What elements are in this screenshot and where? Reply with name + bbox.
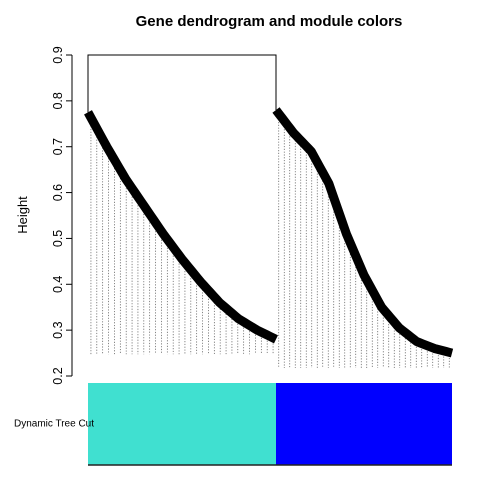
module-color-block: [88, 383, 276, 465]
y-tick-label: 0.8: [51, 92, 65, 109]
color-row-label: Dynamic Tree Cut: [14, 419, 94, 430]
y-tick-label: 0.9: [51, 46, 65, 63]
chart-title: Gene dendrogram and module colors: [136, 13, 403, 30]
module-color-row: Dynamic Tree Cut: [14, 383, 452, 466]
dendrogram-branches: [84, 54, 454, 358]
cluster-branch-curve: [84, 110, 278, 344]
y-tick-label: 0.6: [51, 184, 65, 201]
module-color-block: [276, 383, 452, 465]
leaf-lines: [90, 113, 450, 368]
y-axis: 0.2 0.3 0.4 0.5 0.6 0.7 0.8 0.9: [51, 46, 73, 385]
y-tick-label: 0.2: [51, 367, 65, 384]
y-tick-label: 0.3: [51, 321, 65, 338]
y-axis-label: Height: [15, 196, 30, 234]
y-tick-label: 0.4: [51, 276, 65, 293]
cluster-branch-curve: [272, 107, 454, 358]
y-tick-label: 0.5: [51, 230, 65, 247]
y-tick-label: 0.7: [51, 138, 65, 155]
root-merge-branch: [87, 54, 277, 113]
